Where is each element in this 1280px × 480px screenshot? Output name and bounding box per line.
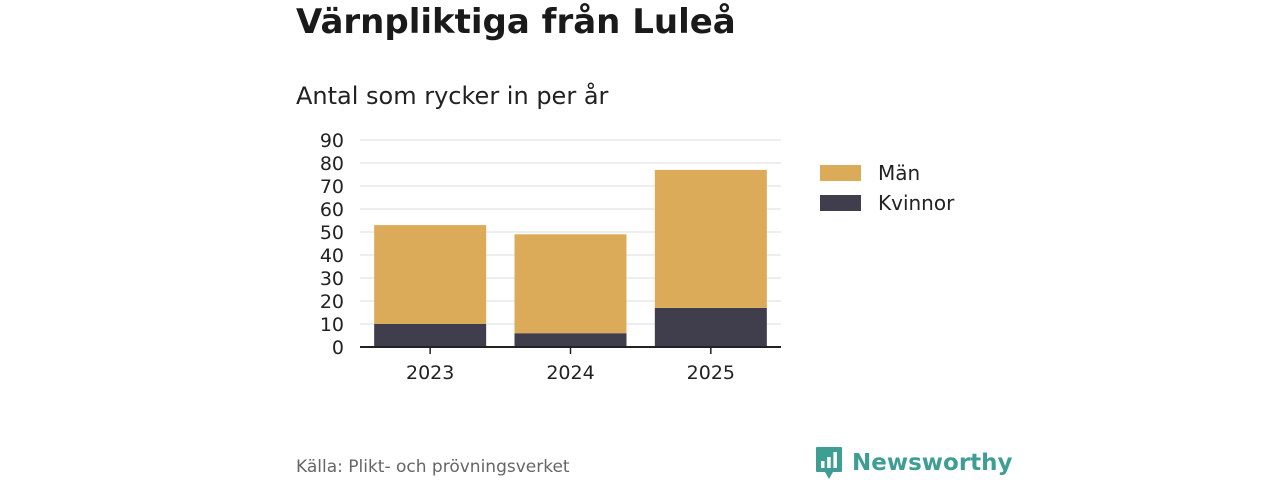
legend-label-kvinnor: Kvinnor: [878, 191, 955, 215]
legend-swatch-man: [820, 165, 861, 181]
y-tick-label: 40: [320, 245, 344, 267]
y-tick-label: 70: [320, 176, 344, 198]
newsworthy-logo-icon: [816, 447, 842, 479]
x-axis-ticks: 2023 2024 2025: [406, 347, 735, 384]
bar-kvinnor-2024: [514, 333, 627, 347]
y-tick-label: 50: [320, 222, 344, 244]
x-tick-label: 2024: [546, 362, 594, 384]
chart-subtitle: Antal som rycker in per år: [296, 82, 609, 110]
bar-kvinnor-2025: [654, 307, 767, 347]
brand-logo[interactable]: Newsworthy: [815, 446, 1013, 480]
y-tick-label: 60: [320, 199, 344, 221]
bar-m-n-2024: [514, 234, 627, 334]
source-note: Källa: Plikt- och prövningsverket: [296, 457, 570, 477]
y-tick-label: 90: [320, 130, 344, 152]
legend-swatch-kvinnor: [820, 195, 861, 211]
bar-m-n-2023: [374, 225, 487, 324]
bar-kvinnor-2023: [374, 324, 487, 347]
y-tick-label: 20: [320, 291, 344, 313]
legend-label-man: Män: [878, 161, 921, 185]
chart-title: Värnpliktiga från Luleå: [296, 2, 736, 42]
bars: [374, 169, 767, 347]
y-tick-label: 80: [320, 153, 344, 175]
legend-item-kvinnor: Kvinnor: [820, 188, 954, 218]
y-tick-label: 30: [320, 268, 344, 290]
x-tick-label: 2023: [406, 362, 454, 384]
brand-name: Newsworthy: [852, 450, 1013, 476]
y-tick-label: 10: [320, 314, 344, 336]
x-tick-label: 2025: [687, 362, 735, 384]
legend: Män Kvinnor: [820, 158, 954, 218]
legend-item-man: Män: [820, 158, 954, 188]
bar-m-n-2025: [654, 169, 767, 308]
y-tick-label: 0: [332, 337, 344, 359]
